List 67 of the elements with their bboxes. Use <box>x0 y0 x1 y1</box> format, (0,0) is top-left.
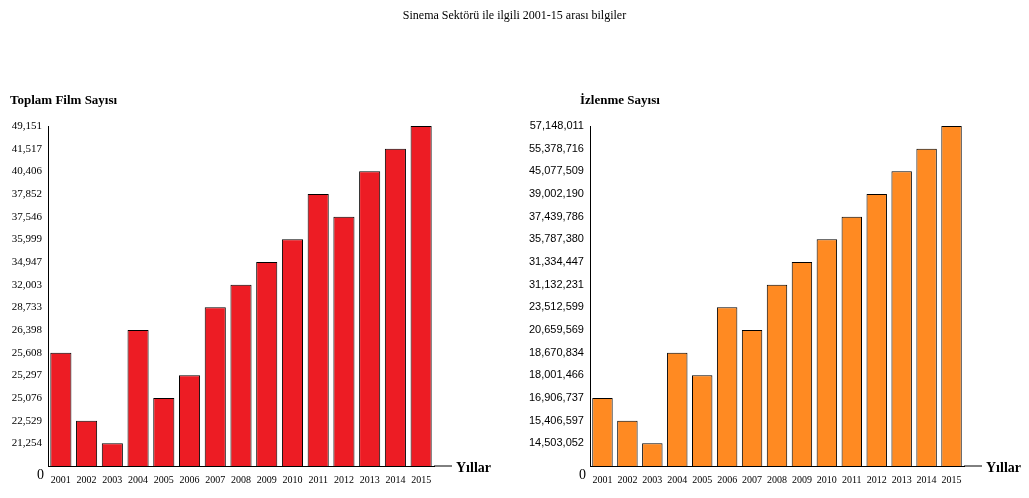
x-tick-label: 2003 <box>102 473 123 485</box>
text: 57,148,011 <box>529 119 584 132</box>
text: 16,906,737 <box>528 391 584 404</box>
x-tick-label: 2015 <box>411 473 432 485</box>
x-tick-label: 2002 <box>617 473 638 485</box>
x-tick-label: 2014 <box>385 473 406 485</box>
x-tick-label: 2010 <box>282 473 303 485</box>
x-tick-label: 2009 <box>256 473 277 485</box>
x-tick-label: 2003 <box>642 473 663 485</box>
text: 35,787,380 <box>528 232 584 245</box>
text: 21,254 <box>11 436 43 449</box>
text: 18,001,466 <box>528 368 584 381</box>
text: 23,512,599 <box>528 300 584 313</box>
text: 32,003 <box>11 277 43 290</box>
text: 28,733 <box>11 300 43 313</box>
x-tick-label: 2007 <box>742 473 763 485</box>
text: 18,670,834 <box>528 345 584 358</box>
text: 15,406,597 <box>528 413 584 426</box>
text: Sinema Sektörü ile ilgili 2001-15 arası bilgiler <box>401 8 628 23</box>
x-tick-label: 2009 <box>791 473 812 485</box>
x-tick-label: 2007 <box>205 473 226 485</box>
text: 37,439,786 <box>528 209 584 222</box>
text: 40,406 <box>11 164 43 177</box>
text: 37,852 <box>11 186 42 199</box>
x-tick-label: 2011 <box>841 473 862 485</box>
x-tick-label: 2004 <box>128 473 149 485</box>
text: 31,132,231 <box>528 277 584 290</box>
x-axis-title: Yıllar <box>986 459 1021 475</box>
x-tick-label: 2014 <box>916 473 937 485</box>
y-axis-title: İzlenme Sayısı <box>580 91 661 107</box>
x-tick-label: 2001 <box>592 473 613 485</box>
x-tick-label: 2004 <box>667 473 688 485</box>
y-axis-title: Toplam Film Sayısı <box>10 91 118 107</box>
x-tick-label: 2008 <box>767 473 787 485</box>
text: 31,334,447 <box>528 255 584 268</box>
text: 55,378,716 <box>528 141 584 154</box>
text: 25,297 <box>11 368 43 381</box>
x-tick-label: 2013 <box>891 473 912 485</box>
text: 22,529 <box>11 413 43 426</box>
x-tick-label: 2012 <box>333 473 354 485</box>
text: 14,503,052 <box>528 436 584 449</box>
x-tick-label: 2011 <box>308 473 329 485</box>
text: 25,608 <box>11 345 43 358</box>
x-tick-label: 2002 <box>76 473 97 485</box>
x-tick-label: 2013 <box>359 473 380 485</box>
text: 25,076 <box>11 390 43 403</box>
x-axis-title: Yıllar <box>456 459 491 475</box>
text: 0 <box>37 466 44 482</box>
x-tick-label: 2010 <box>816 473 837 485</box>
x-tick-label: 2006 <box>179 473 200 485</box>
text: 26,398 <box>11 322 43 335</box>
x-tick-label: 2005 <box>692 473 713 485</box>
text: 39,002,190 <box>528 187 584 200</box>
x-tick-label: 2005 <box>153 473 174 485</box>
x-tick-label: 2012 <box>866 473 887 485</box>
text: 37,546 <box>11 209 43 222</box>
x-tick-label: 2015 <box>941 473 962 485</box>
text: 35,999 <box>11 232 43 245</box>
text: 0 <box>579 466 586 482</box>
x-tick-label: 2008 <box>231 473 251 485</box>
text: 41,517 <box>11 141 43 154</box>
text: 45,077,509 <box>528 164 584 177</box>
text: 20,659,569 <box>528 323 584 336</box>
x-tick-label: 2001 <box>50 473 71 485</box>
text: 49,151 <box>11 118 42 131</box>
x-tick-label: 2006 <box>717 473 738 485</box>
text: 34,947 <box>11 254 43 267</box>
